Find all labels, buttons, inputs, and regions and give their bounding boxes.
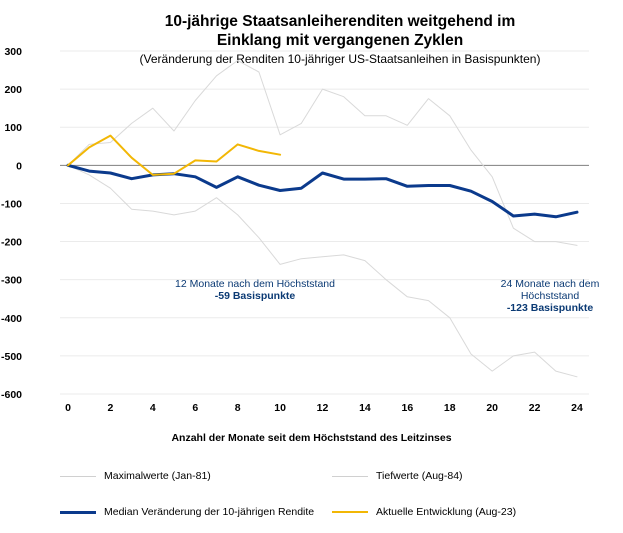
legend-label-current: Aktuelle Entwicklung (Aug-23) <box>376 506 517 518</box>
legend-item-current: Aktuelle Entwicklung (Aug-23) <box>332 506 516 518</box>
series-line-3 <box>66 163 579 219</box>
chart-title: 10-jährige Staatsanleiherenditen weitgeh… <box>60 12 620 50</box>
x-tick-label: 4 <box>150 402 156 414</box>
x-tick-label: 6 <box>192 402 198 414</box>
y-tick-label: 100 <box>4 122 22 134</box>
legend-swatch-max <box>60 475 96 477</box>
legend-label-max: Maximalwerte (Jan-81) <box>104 470 211 482</box>
chart-subtitle: (Veränderung der Renditen 10-jähriger US… <box>139 52 541 66</box>
x-tick-label: 8 <box>235 402 241 414</box>
y-tick-label: -300 <box>1 275 22 287</box>
legend-item-max: Maximalwerte (Jan-81) <box>60 470 211 482</box>
y-tick-label: 200 <box>4 84 22 96</box>
annotation-24-months-text-2: Höchststand <box>520 290 580 302</box>
x-tick-label: 2 <box>107 402 113 414</box>
series-line-4 <box>67 134 282 176</box>
x-axis-label: Anzahl der Monate seit dem Höchststand d… <box>171 432 452 444</box>
y-tick-label: -600 <box>1 389 22 401</box>
series-line-2 <box>67 164 578 378</box>
x-tick-label: 14 <box>359 402 371 414</box>
annotation-12-months-text: 12 Monate nach dem Höchststand <box>175 278 335 290</box>
x-tick-label: 18 <box>444 402 456 414</box>
y-tick-label: 0 <box>16 160 22 172</box>
legend-swatch-current <box>332 511 368 513</box>
y-tick-label: -100 <box>1 198 22 210</box>
y-tick-label: 300 <box>4 46 22 58</box>
y-tick-label: -400 <box>1 313 22 325</box>
legend-label-median: Median Veränderung der 10-jährigen Rendi… <box>104 506 315 518</box>
annotation-12-months-value: -59 Basispunkte <box>214 290 296 302</box>
chart-title-line-2: Einklang mit vergangenen Zyklen <box>216 32 464 49</box>
x-tick-label: 24 <box>571 402 583 414</box>
legend-item-median: Median Veränderung der 10-jährigen Rendi… <box>60 506 314 518</box>
annotation-24-months: 24 Monate nach dem Höchststand -123 Basi… <box>490 278 610 314</box>
x-tick-label: 10 <box>274 402 286 414</box>
y-tick-label: -500 <box>1 351 22 363</box>
legend-swatch-min <box>332 475 368 477</box>
x-tick-label: 20 <box>486 402 498 414</box>
x-tick-label: 12 <box>317 402 329 414</box>
legend-label-min: Tiefwerte (Aug-84) <box>376 470 463 482</box>
x-tick-label: 16 <box>401 402 413 414</box>
annotation-24-months-text: 24 Monate nach dem <box>500 278 600 290</box>
annotation-24-months-value: -123 Basispunkte <box>506 302 594 314</box>
chart-title-line-1: 10-jährige Staatsanleiherenditen weitgeh… <box>164 13 516 30</box>
annotation-12-months: 12 Monate nach dem Höchststand -59 Basis… <box>150 278 360 302</box>
legend-swatch-median <box>60 510 96 514</box>
series-line-1 <box>67 60 578 246</box>
y-tick-label: -200 <box>1 237 22 249</box>
x-tick-label: 0 <box>65 402 71 414</box>
x-tick-label: 22 <box>529 402 541 414</box>
legend-item-min: Tiefwerte (Aug-84) <box>332 470 463 482</box>
